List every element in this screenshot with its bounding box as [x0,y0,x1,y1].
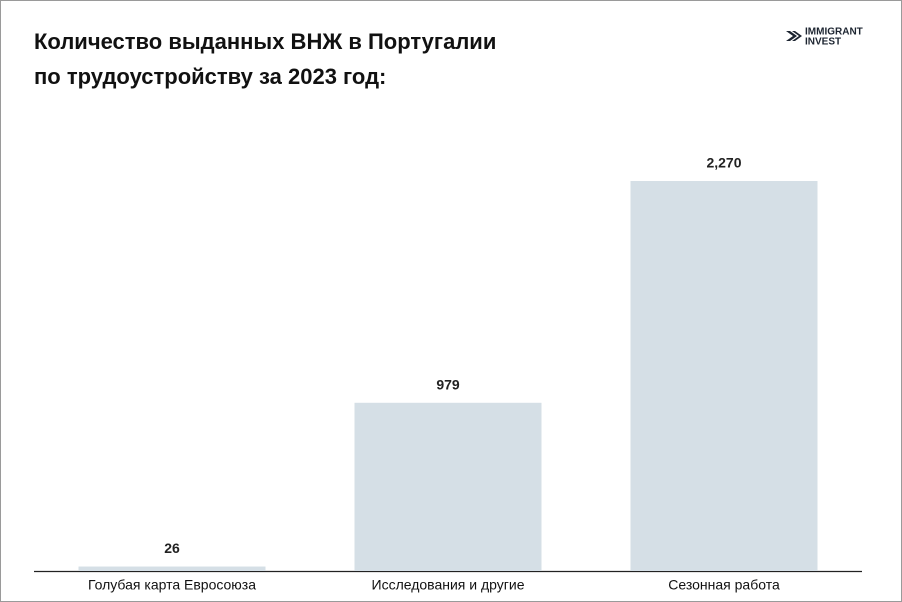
value-label: 26 [164,540,180,556]
value-label: 979 [436,377,460,393]
bar [354,402,542,571]
x-tick-label: Исследования и другие [372,577,525,593]
x-tick-label: Сезонная работа [668,577,780,593]
bar [78,566,266,571]
chart-title: по трудоустройству за 2023 год: [34,64,386,89]
chart-title: Количество выданных ВНЖ в Португалии [34,29,496,54]
bar [630,181,818,571]
x-tick-label: Голубая карта Евросоюза [88,577,256,593]
brand-text: INVEST [805,37,841,48]
value-label: 2,270 [706,155,741,171]
brand-icon [786,31,802,41]
brand-text: IMMIGRANT [805,27,863,38]
